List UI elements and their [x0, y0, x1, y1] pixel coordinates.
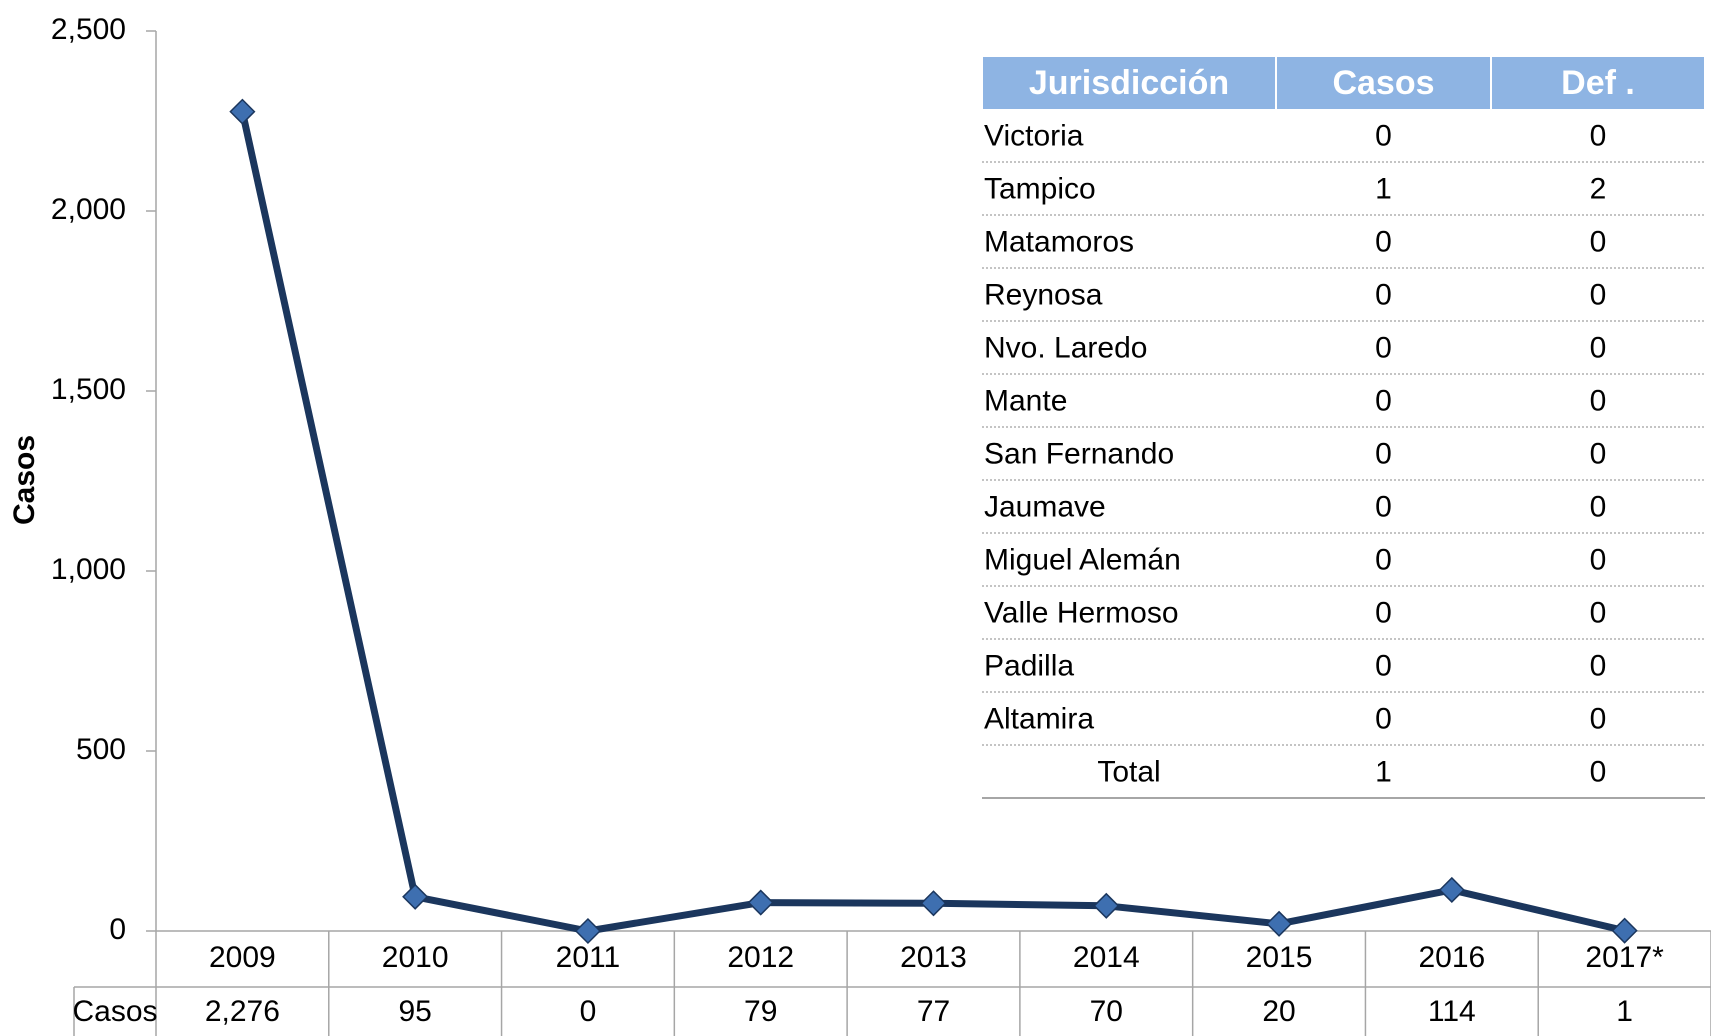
table-cell: 0 [1590, 755, 1607, 788]
x-tick-label: 2017* [1585, 941, 1664, 974]
table-cell: 0 [1590, 543, 1607, 576]
x-tick-label: 2009 [209, 941, 276, 974]
data-label: 1 [1616, 995, 1633, 1028]
marker [1611, 917, 1638, 944]
table-cell: Tampico [984, 172, 1096, 205]
table-cell: 0 [1590, 331, 1607, 364]
table-cell: 0 [1375, 543, 1392, 576]
table-cell: 0 [1375, 702, 1392, 735]
marker [1265, 910, 1293, 937]
table-cell: 0 [1590, 384, 1607, 417]
table-cell: 0 [1375, 437, 1392, 470]
table-cell: 0 [1590, 702, 1607, 735]
x-tick-label: 2015 [1246, 941, 1313, 974]
y-tick-label: 500 [76, 733, 126, 766]
x-tick-label: 2014 [1073, 941, 1140, 974]
marker [402, 883, 429, 910]
header-text: Jurisdicción [1029, 64, 1229, 102]
data-label: 95 [398, 995, 431, 1028]
table-cell: 0 [1375, 225, 1392, 258]
table-cell: 0 [1590, 490, 1607, 523]
table-cell: Jaumave [984, 490, 1106, 523]
y-axis-label: Casos [8, 435, 41, 525]
marker [574, 917, 602, 945]
y-tick-label: 2,500 [51, 13, 126, 46]
table-cell: 0 [1375, 331, 1392, 364]
table-cell: Valle Hermoso [984, 596, 1179, 629]
x-tick-label: 2011 [556, 941, 621, 974]
header-text: Def . [1561, 64, 1635, 102]
marker [1438, 876, 1465, 904]
row-label: Casos [72, 995, 157, 1028]
y-tick-label: 1,500 [51, 373, 126, 406]
table-cell: 0 [1375, 596, 1392, 629]
table-cell: Total [1097, 755, 1160, 788]
table-cell: 0 [1375, 119, 1392, 152]
header-cell [1277, 57, 1490, 109]
data-label: 20 [1262, 995, 1295, 1028]
header-cell [983, 57, 1275, 109]
table-cell: San Fernando [984, 437, 1174, 470]
table-cell: 1 [1375, 172, 1392, 205]
x-tick-label: 2016 [1418, 941, 1485, 974]
table-cell: Reynosa [984, 278, 1103, 311]
x-tick-label: 2013 [900, 941, 967, 974]
marker [229, 98, 256, 125]
y-tick-label: 1,000 [51, 553, 126, 586]
table-cell: 0 [1590, 225, 1607, 258]
table-cell: Miguel Alemán [984, 543, 1181, 576]
table-cell: 0 [1590, 649, 1607, 682]
table-cell: 0 [1375, 649, 1392, 682]
table-cell: 0 [1375, 384, 1392, 417]
marker [747, 889, 774, 916]
table-cell: 0 [1590, 119, 1607, 152]
data-label: 2,276 [205, 995, 280, 1028]
table-cell: 0 [1375, 490, 1392, 523]
table-cell: 0 [1590, 596, 1607, 629]
table-cell: 0 [1590, 278, 1607, 311]
marker [920, 890, 947, 917]
table-cell: Victoria [984, 119, 1084, 152]
table-cell: 1 [1375, 755, 1392, 788]
x-tick-label: 2012 [727, 941, 794, 974]
table-cell: 2 [1590, 172, 1607, 205]
table-cell: Mante [984, 384, 1067, 417]
marker [1093, 892, 1120, 919]
data-label: 79 [744, 995, 777, 1028]
table-cell: Nvo. Laredo [984, 331, 1147, 364]
data-label: 77 [917, 995, 950, 1028]
table-cell: 0 [1590, 437, 1607, 470]
x-tick-label: 2010 [382, 941, 449, 974]
header-text: Casos [1332, 64, 1434, 102]
y-tick-label: 0 [109, 913, 126, 946]
header-cell [1492, 57, 1704, 109]
table-cell: 0 [1375, 278, 1392, 311]
data-label: 0 [580, 995, 597, 1028]
table-cell: Altamira [984, 702, 1094, 735]
series-line [238, 110, 1626, 935]
y-tick-label: 2,000 [51, 193, 126, 226]
data-label: 70 [1090, 995, 1123, 1028]
table-cell: Padilla [984, 649, 1074, 682]
table-cell: Matamoros [984, 225, 1134, 258]
data-label: 114 [1428, 995, 1476, 1028]
